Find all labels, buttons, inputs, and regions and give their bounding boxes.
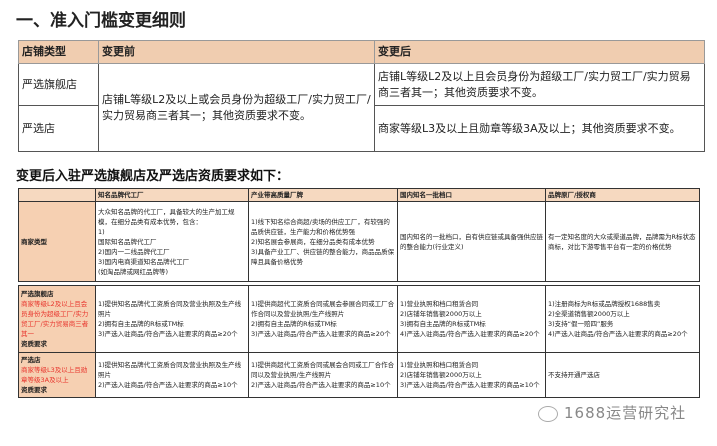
table-row: 商家类型 大众知名品牌的代工厂，具备较大的生产加工规模，在细分品类有成本优势，包… [18,201,700,282]
header-empty [18,188,96,202]
before-text: 店铺L等级L2及以上或会员身份为超级工厂/实力贸工厂/实力贸易商三者其一；其他资… [98,63,375,152]
cell: 不支持开通严选店 [548,371,600,379]
cell: 1)营业执照和档口租赁合同 2)店铺年销售额2000万以上 3)拥有自主品牌的R… [400,300,540,338]
shop-type: 严选店 [18,105,99,152]
header-after: 变更后 [374,40,705,64]
cell: 1)营业执照和档口租赁合同 2)店铺年销售额2000万以上 3)严选入驻商品/符… [400,361,540,389]
cell: 1)注册商标为R标或品牌授权1688售卖 2)全渠道销售额2000万以上 3)支… [548,300,688,338]
table-row: 严选旗舰店 店铺L等级L2及以上或会员身份为超级工厂/实力贸工厂/实力贸易商三者… [18,63,705,152]
condition-text: 商家等级L2及以上且会员身份为超级工厂/实力贸工厂/实力贸易商三者其一 [21,300,89,338]
cell: 大众知名品牌的代工厂，具备较大的生产加工规模，在细分品类有成本优势，包含： 1)… [98,207,235,276]
watermark: 1688运营研究社 [538,402,686,423]
subtitle: 变更后入驻严选旗舰店及严选店资质要求如下： [16,169,290,184]
cell: 1)线下知名综合商超/卖场的供应工厂，有较强的品质供应链，生产能力和价格优势强 … [251,217,395,266]
cell: 有一定知名度的大众或渠道品牌，品牌需为R标状态商标，对比下游零售平台有一定的价格… [548,232,696,251]
after-text: 商家等级L3及以上且勋章等级3A及以上；其他资质要求不变。 [374,105,705,152]
cell: 1)提供商超代工资质合同或展会合同或工厂合作合同以及营业执照/生产线照片 2)严… [251,361,395,389]
wechat-icon [538,405,558,422]
requirements-table: 知名品牌代工厂 产业带高质量厂牌 国内知名一批档口 品牌原厂/授权商 商家类型 … [18,188,700,398]
table-header: 店铺类型 变更前 变更后 [18,40,705,64]
header-col: 知名品牌代工厂 [95,188,249,202]
cell: 1)提供知名品牌代工资质合同及营业执照及生产线照片 2)拥有自主品牌的R标或TM… [98,300,242,338]
change-table: 店铺类型 变更前 变更后 严选旗舰店 店铺L等级L2及以上或会员身份为超级工厂/… [18,40,705,152]
header-col: 国内知名一批档口 [397,188,546,202]
header-shop-type: 店铺类型 [18,40,99,64]
cell: 1)提供知名品牌代工资质合同及营业执照及生产线照片 2)严选入驻商品/符合严选入… [98,361,242,389]
condition-text: 商家等级L3及以上且勋章等级3A及以上 [21,366,88,384]
row-label: 商家类型 [18,201,96,282]
row-label: 严选店 商家等级L3及以上且勋章等级3A及以上 资质要求 [18,352,96,398]
cell: 国内知名的一批档口，自有供应链或具备强供应链的整合能力(行业定义) [400,232,543,251]
row-label: 严选旗舰店 商家等级L2及以上且会员身份为超级工厂/实力贸工厂/实力贸易商三者其… [18,285,96,353]
table-row: 严选店 商家等级L3及以上且勋章等级3A及以上 资质要求 1)提供知名品牌代工资… [18,352,700,398]
header-col: 产业带高质量厂牌 [248,188,398,202]
after-text: 店铺L等级L2及以上且会员身份为超级工厂/实力贸工厂/实力贸易商三者其一；其他资… [374,63,705,106]
section-title: 一、准入门槛变更细则 [16,11,186,31]
table-row: 严选店 商家等级L3及以上且勋章等级3A及以上；其他资质要求不变。 [18,105,705,152]
table-header: 知名品牌代工厂 产业带高质量厂牌 国内知名一批档口 品牌原厂/授权商 [18,188,700,202]
header-before: 变更前 [98,40,375,64]
shop-type: 严选旗舰店 [18,63,99,106]
cell: 1)提供商超代工资质合同或展会参展合同或工厂合作合同以及营业执照/生产线照片 2… [251,300,395,338]
header-col: 品牌原厂/授权商 [545,188,700,202]
table-row: 严选旗舰店 商家等级L2及以上且会员身份为超级工厂/实力贸工厂/实力贸易商三者其… [18,285,700,353]
